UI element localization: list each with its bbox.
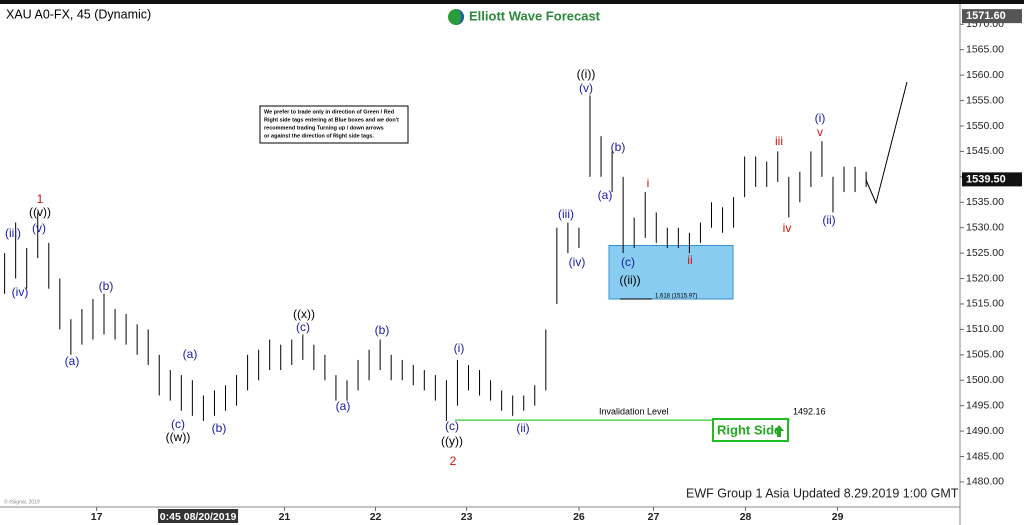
note-line: We prefer to trade only in direction of … bbox=[264, 109, 394, 115]
badge-frame bbox=[712, 418, 789, 442]
invalidation-text: Invalidation Level bbox=[599, 406, 669, 416]
wave-label: i bbox=[647, 176, 650, 190]
y-tick-label: 1490.00 bbox=[966, 425, 1004, 437]
fib-label: 1.618 (1515.97) bbox=[655, 294, 697, 300]
wave-label: ((v)) bbox=[29, 205, 51, 219]
cursor-label: 0:45 08/20/2019 bbox=[160, 511, 237, 523]
wave-label: (v) bbox=[579, 81, 593, 95]
wave-label: ((x)) bbox=[293, 307, 315, 321]
wave-label: (b) bbox=[611, 140, 626, 154]
y-tick-label: 1520.00 bbox=[966, 272, 1004, 284]
wave-label: (c) bbox=[296, 320, 310, 334]
wave-label: (c) bbox=[621, 255, 635, 269]
y-tick-label: 1515.00 bbox=[966, 298, 1004, 310]
x-tick-label: 17 bbox=[91, 511, 103, 523]
wave-label: (i) bbox=[454, 341, 465, 355]
wave-label: (a) bbox=[336, 399, 351, 413]
y-tick-label: 1555.00 bbox=[966, 94, 1004, 106]
chart-title: XAU A0-FX, 45 (Dynamic) bbox=[6, 7, 151, 21]
wave-label: (c) bbox=[171, 417, 185, 431]
y-tick-label: 1560.00 bbox=[966, 69, 1004, 81]
wave-label: ((i)) bbox=[577, 67, 596, 81]
x-tick-label: 26 bbox=[573, 511, 585, 523]
y-tick-label: 1545.00 bbox=[966, 145, 1004, 157]
wave-label: ((ii)) bbox=[619, 273, 640, 287]
x-tick-label: 22 bbox=[370, 511, 382, 523]
y-tick-label: 1485.00 bbox=[966, 450, 1004, 462]
x-tick-label: 28 bbox=[740, 511, 752, 523]
right-side-badge: Right Side bbox=[712, 418, 789, 442]
wave-label: iii bbox=[775, 134, 783, 148]
note-line: or against the direction of Right side t… bbox=[264, 133, 374, 139]
wave-label: (a) bbox=[65, 354, 80, 368]
y-tick-label: 1565.00 bbox=[966, 43, 1004, 55]
badge-text: Right Side bbox=[717, 422, 781, 437]
note-line: recommend trading Turning up / down arro… bbox=[264, 125, 384, 131]
x-tick-label: 23 bbox=[461, 511, 473, 523]
footer: EWF Group 1 Asia Updated 8.29.2019 1:00 … bbox=[686, 486, 959, 500]
logo-icon bbox=[448, 9, 464, 25]
wave-label: (iv) bbox=[12, 285, 29, 299]
y-tick-label: 1495.00 bbox=[966, 399, 1004, 411]
wave-label: (iv) bbox=[569, 255, 586, 269]
wave-label: (v) bbox=[32, 221, 46, 235]
wave-label: (c) bbox=[445, 419, 459, 433]
wave-label: (a) bbox=[183, 347, 198, 361]
y-tick-label: 1480.00 bbox=[966, 476, 1004, 488]
top-frame bbox=[0, 0, 1024, 4]
wave-label: (b) bbox=[99, 279, 114, 293]
wave-label: 1 bbox=[37, 192, 44, 206]
blue-box bbox=[608, 244, 734, 300]
wave-label: (i) bbox=[815, 111, 826, 125]
wave-label: (b) bbox=[212, 421, 227, 435]
wave-labels: 1 ((v)) (iii) (v) (iv) (a) (b) (a) (c) (… bbox=[5, 67, 836, 468]
price-tag: 1571.60 bbox=[966, 10, 1006, 22]
projection-path bbox=[865, 81, 908, 205]
y-tick-label: 1510.00 bbox=[966, 323, 1004, 335]
y-tick-label: 1525.00 bbox=[966, 247, 1004, 259]
y-tick-label: 1535.00 bbox=[966, 196, 1004, 208]
x-tick-label: 21 bbox=[279, 511, 291, 523]
y-tick-label: 1500.00 bbox=[966, 374, 1004, 386]
wave-label: ((w)) bbox=[166, 430, 191, 444]
x-tick-label: 27 bbox=[648, 511, 660, 523]
note-frame bbox=[259, 105, 409, 144]
wave-label: v bbox=[817, 125, 823, 139]
cursor-label-bg bbox=[158, 509, 239, 523]
badge-arrow bbox=[774, 425, 784, 437]
y-tick-label: 1530.00 bbox=[966, 221, 1004, 233]
wave-label: (a) bbox=[598, 188, 613, 202]
wave-label: (ii) bbox=[822, 213, 835, 227]
logo-icon-part bbox=[456, 9, 464, 25]
copyright: © eSignal, 2019 bbox=[4, 498, 40, 505]
note-line: Right side tags entering at Blue boxes a… bbox=[264, 117, 399, 123]
wave-label: 2 bbox=[450, 454, 457, 468]
wave-label: (b) bbox=[375, 323, 390, 337]
wave-label: (iii) bbox=[558, 207, 574, 221]
wave-label: ii bbox=[687, 253, 692, 267]
price-tag: 1539.50 bbox=[966, 173, 1006, 185]
wave-label: ((y)) bbox=[441, 434, 463, 448]
y-tick-label: 1505.00 bbox=[966, 349, 1004, 361]
invalidation-value: 1492.16 bbox=[793, 406, 826, 416]
price-tag-bg bbox=[962, 172, 1022, 187]
price-tag-bg bbox=[962, 9, 1022, 24]
brand-name: Elliott Wave Forecast bbox=[469, 8, 601, 23]
wave-label: (ii) bbox=[516, 421, 529, 435]
note-box: We prefer to trade only in direction of … bbox=[259, 105, 409, 144]
brand-logo: Elliott Wave Forecast bbox=[448, 8, 601, 25]
wave-label: (iii) bbox=[5, 226, 21, 240]
y-tick-label: 1550.00 bbox=[966, 120, 1004, 132]
x-tick-label: 29 bbox=[832, 511, 844, 523]
wave-label: iv bbox=[783, 221, 792, 235]
